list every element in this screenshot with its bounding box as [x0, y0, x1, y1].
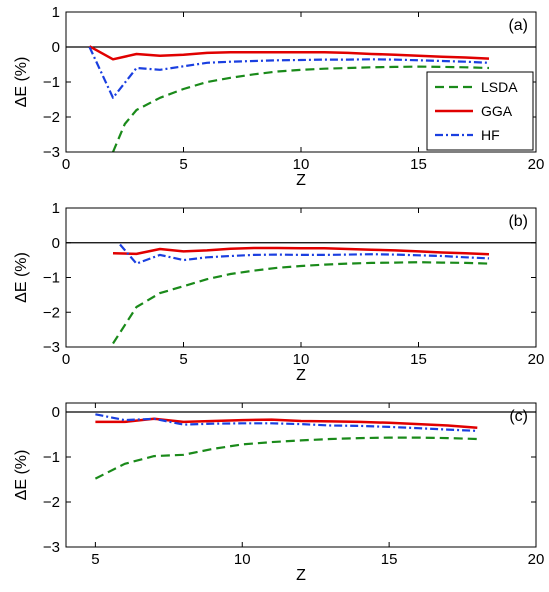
panel-c-series-lsda-line [94, 436, 478, 480]
panel-c-x-axis-label: Z [296, 567, 306, 584]
legend-entry-hf: HF [481, 127, 500, 143]
panel-b-label: (b) [508, 213, 528, 230]
panel-a-y-tick-label: −3 [43, 144, 60, 161]
panel-c-label: (c) [509, 408, 528, 425]
panel-c-y-tick-label: −3 [43, 539, 60, 556]
panel-b-x-tick-label: 10 [293, 351, 310, 368]
panel-a-series-gga-line [88, 45, 490, 61]
panel-b-series-gga-line [112, 246, 490, 256]
panel-b-axes-frame [65, 207, 537, 348]
panel-b-y-tick-label: 0 [52, 235, 60, 252]
panel-b-x-tick-label: 5 [179, 351, 187, 368]
panel-c-x-tick-label: 15 [381, 551, 398, 568]
panel-c-series-hf-line [95, 413, 478, 432]
panel-c-y-tick-label: −2 [43, 494, 60, 511]
panel-b-series-lsda-line [112, 261, 490, 345]
panel-a-x-tick-label: 5 [179, 156, 187, 173]
panel-b-x-axis-label: Z [296, 367, 306, 384]
panel-a-x-tick-label: 0 [62, 156, 70, 173]
panel-b-y-tick-label: −1 [43, 270, 60, 287]
panel-b-y-tick-label: −2 [43, 304, 60, 321]
panel-a-y-tick-label: 1 [52, 4, 60, 21]
panel-a-series-lsda-line [111, 65, 490, 152]
panel-b-y-tick-label: −3 [43, 339, 60, 356]
panel-a-x-axis-label: Z [296, 172, 306, 189]
panel-b-series-hf-line [119, 243, 490, 265]
panel-a-x-tick-label: 20 [528, 156, 545, 173]
panel-a-y-tick-label: −2 [43, 109, 60, 126]
panel-a-y-tick-label: 0 [52, 39, 60, 56]
panel-c-y-tick-label: 0 [52, 404, 60, 421]
panel-b-y-tick-label: 1 [52, 200, 60, 217]
panel-a-axes-frame [65, 11, 537, 153]
panel-c-axes-frame [65, 402, 537, 548]
legend-entry-lsda: LSDA [481, 79, 518, 95]
panel-c-y-tick-label: −1 [43, 449, 60, 466]
panel-c-x-tick-label: 20 [528, 551, 545, 568]
panel-a-label: (a) [508, 17, 528, 34]
panel-a-series-hf-line [88, 46, 490, 99]
panel-c-x-tick-label: 5 [91, 551, 99, 568]
panel-b-x-tick-label: 0 [62, 351, 70, 368]
panel-c-x-tick-label: 10 [234, 551, 251, 568]
panel-a-y-tick-label: −1 [43, 74, 60, 91]
panel-a-x-tick-label: 15 [410, 156, 427, 173]
panel-b-y-axis-label: ΔE (%) [13, 252, 30, 303]
legend-entry-gga: GGA [481, 103, 513, 119]
panel-b-x-tick-label: 20 [528, 351, 545, 368]
panel-c-y-axis-label: ΔE (%) [13, 450, 30, 501]
panel-a-x-tick-label: 10 [293, 156, 310, 173]
panel-a-y-axis-label: ΔE (%) [13, 57, 30, 108]
panel-b-x-tick-label: 15 [410, 351, 427, 368]
